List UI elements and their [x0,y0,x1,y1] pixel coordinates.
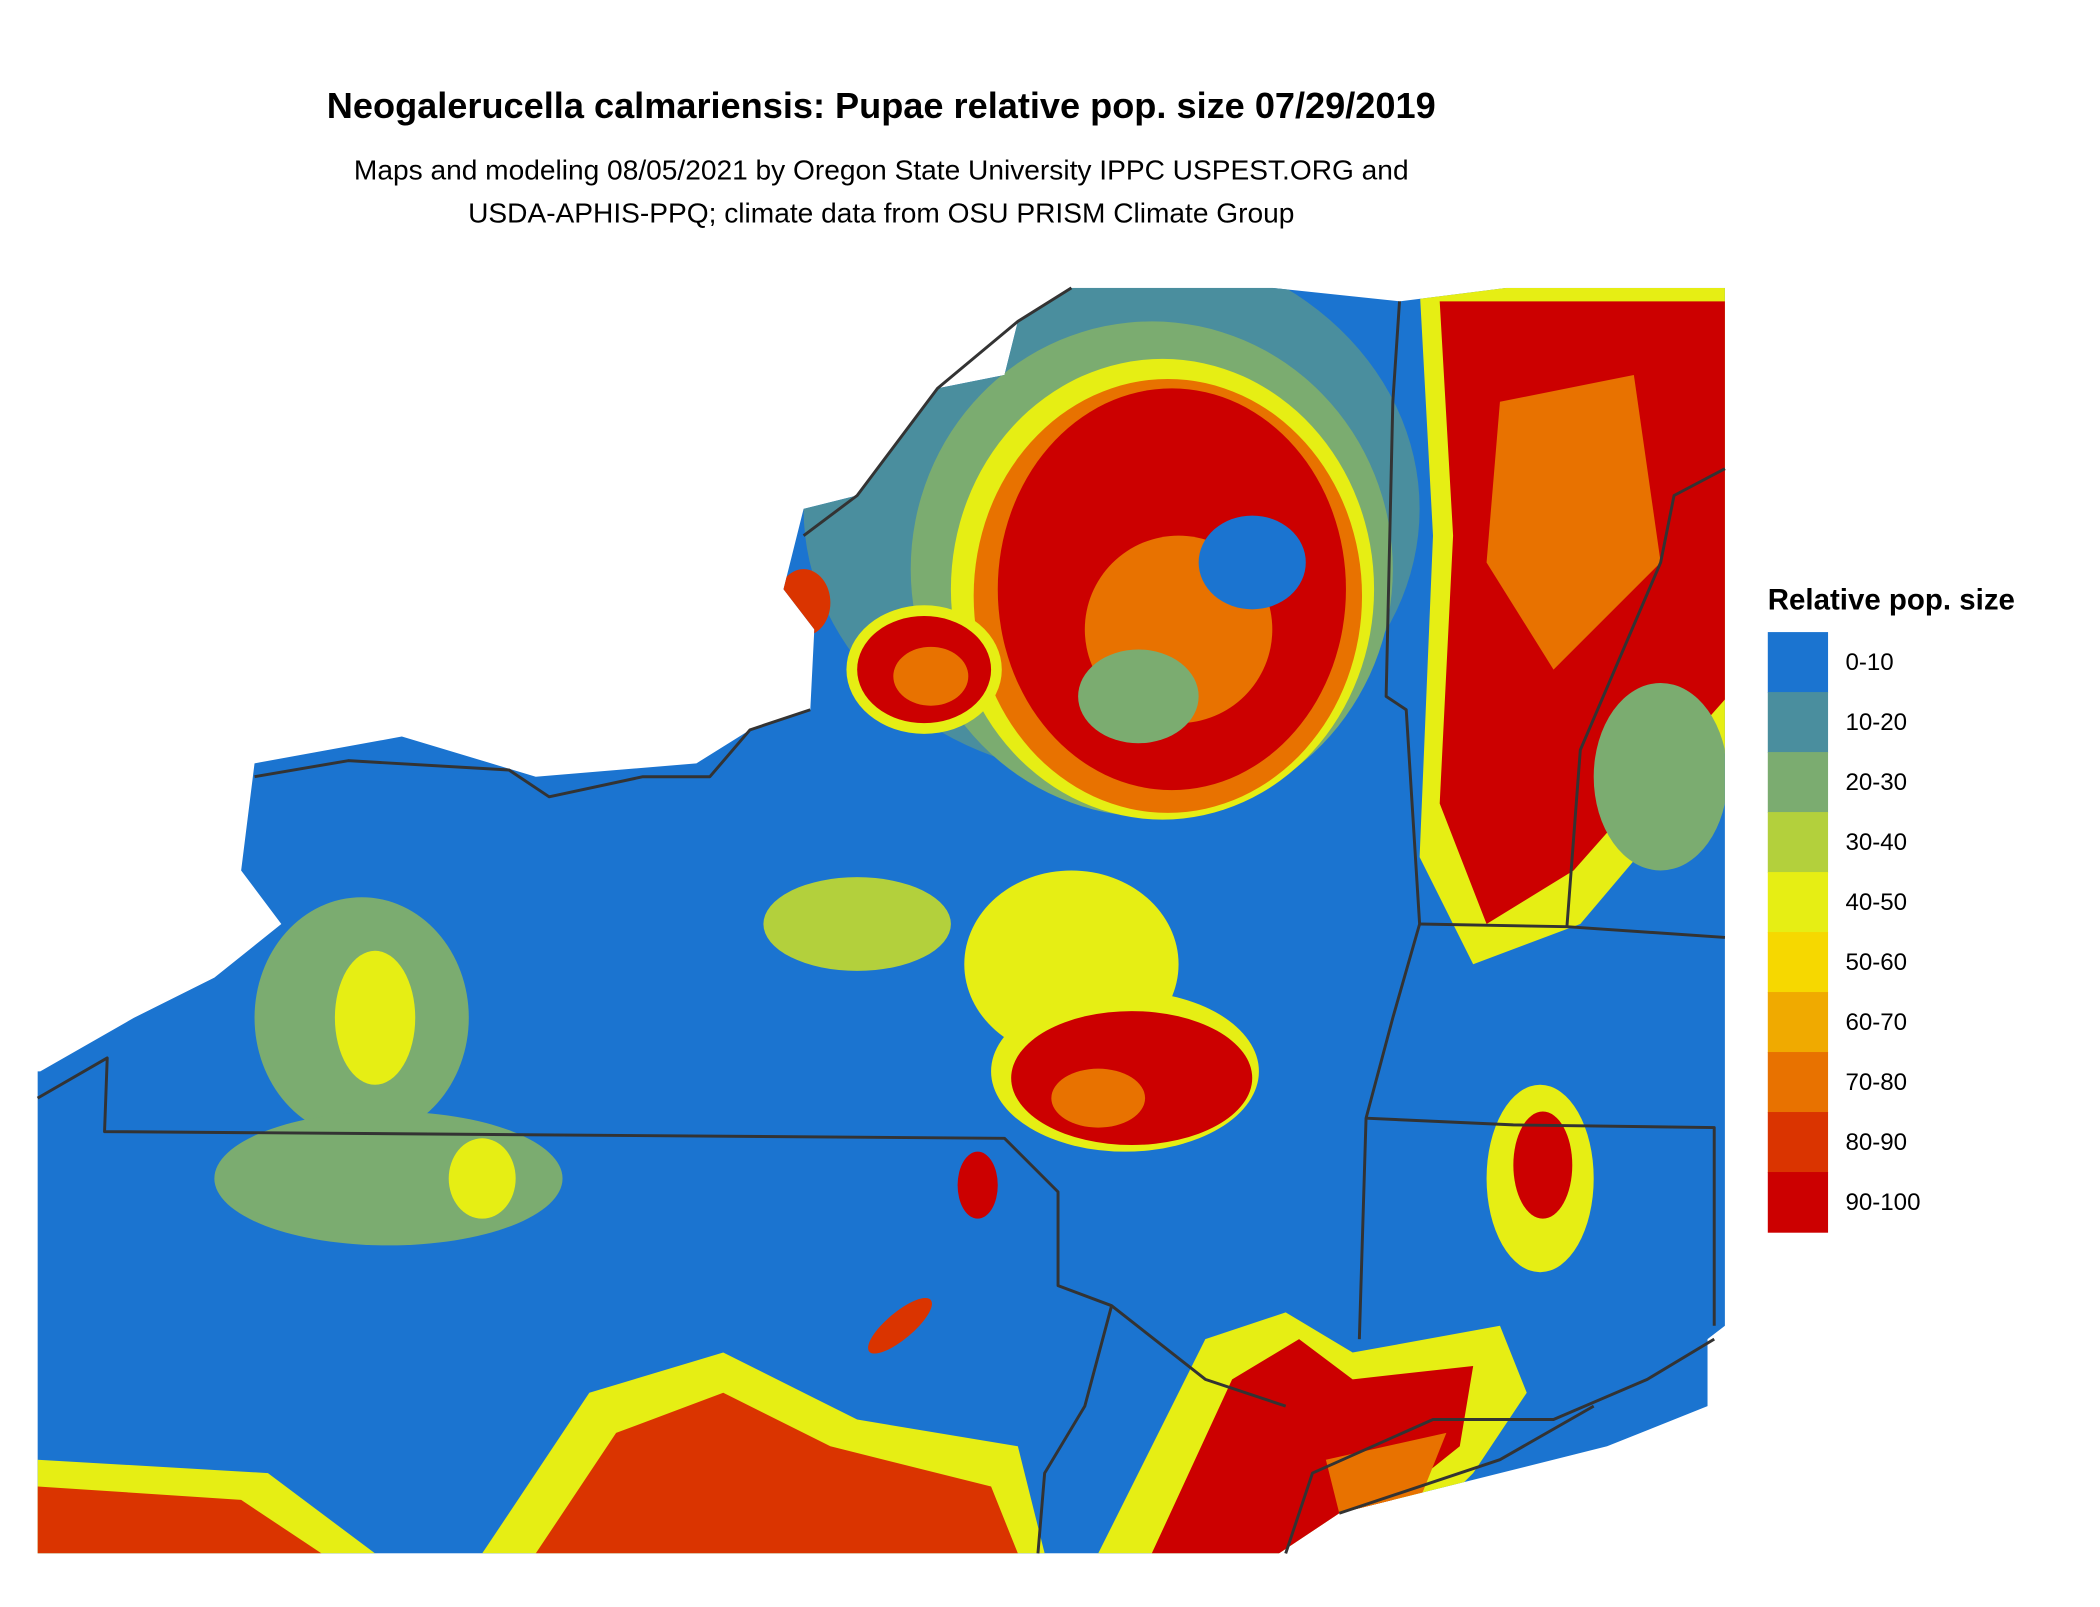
region [1051,1068,1146,1128]
region [1486,374,1661,670]
legend-title: Relative pop. size [1768,583,2015,616]
legend-label: 70-80 [1845,1069,1907,1096]
subtitle: USDA-APHIS-PPQ; climate data from OSU PR… [468,197,1294,228]
legend-swatch [1767,872,1829,933]
border [802,286,1726,927]
border [254,708,811,799]
legend-label: 30-40 [1845,829,1907,856]
legend-swatch [1767,1052,1829,1113]
legend: 0-10 10-20 20-30 30-40 40-50 50-60 60-70 70-80 8… [1767,632,1920,1233]
legend-swatch [1767,1172,1829,1233]
legend-swatch [1767,992,1829,1053]
legend-swatch [1767,812,1829,873]
region [763,877,951,971]
legend-swatch [1767,752,1829,813]
region [535,1392,1018,1554]
border [1357,301,1422,1340]
legend-label: 0-10 [1845,649,1893,676]
region [1198,515,1306,610]
region [893,646,969,706]
region [1513,1111,1573,1219]
region [776,569,831,637]
legend-swatch [1767,692,1829,753]
border [1365,1116,1716,1326]
state-borders [36,286,1726,1554]
region [1325,1432,1447,1514]
legend-label: 90-100 [1845,1189,1920,1216]
border [1036,1305,1114,1554]
border [36,1056,1287,1408]
region [448,1138,516,1219]
region [1078,649,1199,744]
legend-swatch [1767,932,1829,993]
region [1593,682,1725,871]
title: Neogalerucella calmariensis: Pupae relat… [327,85,1436,126]
legend-label: 20-30 [1845,769,1907,796]
subtitle: Maps and modeling 08/05/2021 by Oregon S… [354,154,1409,185]
region [957,1151,998,1219]
legend-swatch [1767,1112,1829,1173]
legend-label: 60-70 [1845,1009,1907,1036]
legend-label: 40-50 [1845,889,1907,916]
region [334,950,416,1085]
legend-label: 50-60 [1845,949,1907,976]
legend-label: 10-20 [1845,709,1907,736]
border [1284,1337,1715,1554]
region [868,1297,932,1354]
raster [37,287,1725,1554]
legend-label: 80-90 [1845,1129,1907,1156]
region [37,1486,322,1554]
legend-swatch [1767,632,1829,693]
